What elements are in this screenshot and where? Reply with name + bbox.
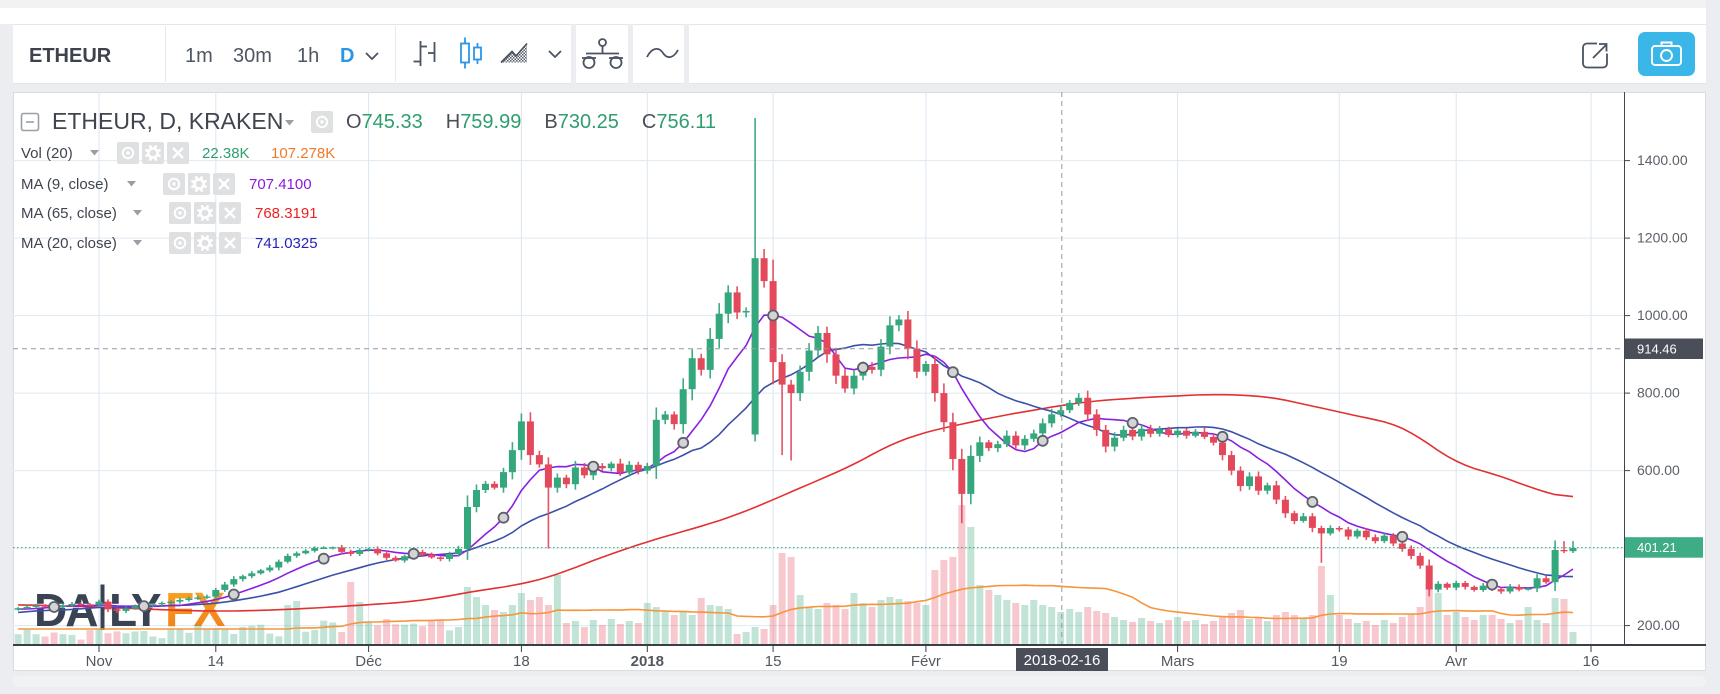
svg-text:18: 18 [513, 653, 530, 670]
svg-text:401.21: 401.21 [1637, 540, 1677, 555]
svg-text:Mars: Mars [1161, 653, 1194, 670]
svg-text:1000.00: 1000.00 [1637, 307, 1688, 323]
svg-text:Févr: Févr [911, 653, 941, 670]
svg-text:Nov: Nov [86, 653, 113, 670]
svg-text:2018-02-16: 2018-02-16 [1024, 652, 1101, 669]
svg-text:914.46: 914.46 [1637, 342, 1677, 357]
svg-text:Déc: Déc [355, 653, 382, 670]
svg-text:Avr: Avr [1445, 653, 1467, 670]
svg-text:600.00: 600.00 [1637, 462, 1680, 478]
svg-text:1400.00: 1400.00 [1637, 152, 1688, 168]
svg-text:800.00: 800.00 [1637, 385, 1680, 401]
svg-text:14: 14 [207, 653, 224, 670]
svg-text:19: 19 [1331, 653, 1348, 670]
svg-text:200.00: 200.00 [1637, 617, 1680, 633]
svg-text:16: 16 [1583, 653, 1600, 670]
svg-text:2018: 2018 [631, 653, 664, 670]
svg-text:15: 15 [765, 653, 782, 670]
svg-text:1200.00: 1200.00 [1637, 230, 1688, 246]
